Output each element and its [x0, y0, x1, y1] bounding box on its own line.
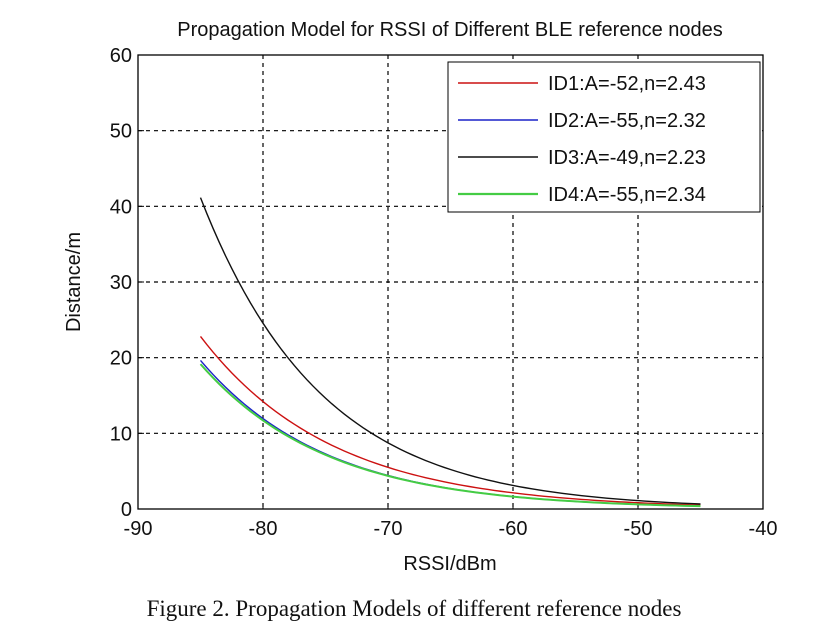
series-line-id4 — [199, 363, 701, 508]
legend-box — [447, 61, 761, 213]
figure-caption: Figure 2. Propagation Models of differen… — [146, 596, 682, 621]
series-line-id1 — [199, 336, 701, 506]
legend-label-id1: ID1:A=-52,n=2.43 — [548, 73, 706, 95]
x-tick-label: -40 — [749, 518, 778, 540]
y-axis-ticks: 0 10 20 30 40 50 60 — [110, 45, 144, 521]
y-tick-label: 10 — [110, 423, 132, 445]
x-tick-label: -60 — [499, 518, 528, 540]
x-tick-label: -50 — [624, 518, 653, 540]
x-tick-label: -90 — [124, 518, 153, 540]
legend-label-id4: ID4:A=-55,n=2.34 — [548, 184, 706, 206]
y-tick-label: 30 — [110, 272, 132, 294]
y-tick-label: 40 — [110, 196, 132, 218]
y-tick-label: 0 — [121, 499, 132, 521]
series-lines — [199, 197, 701, 508]
y-tick-label: 60 — [110, 45, 132, 67]
x-axis-label: RSSI/dBm — [403, 553, 496, 575]
x-tick-label: -80 — [249, 518, 278, 540]
x-axis-ticks: -90 -80 -70 -60 -50 -40 — [124, 503, 778, 540]
y-axis-label: Distance/m — [63, 232, 85, 332]
legend-label-id3: ID3:A=-49,n=2.23 — [548, 147, 706, 169]
chart-title: Propagation Model for RSSI of Different … — [177, 19, 723, 41]
x-tick-label: -70 — [374, 518, 403, 540]
legend-label-id2: ID2:A=-55,n=2.32 — [548, 110, 706, 132]
y-tick-label: 20 — [110, 348, 132, 370]
propagation-chart: Propagation Model for RSSI of Different … — [63, 19, 778, 575]
legend: ID1:A=-52,n=2.43 ID2:A=-55,n=2.32 ID3:A=-4… — [447, 61, 761, 213]
series-line-id3 — [199, 197, 701, 505]
y-tick-label: 50 — [110, 121, 132, 143]
